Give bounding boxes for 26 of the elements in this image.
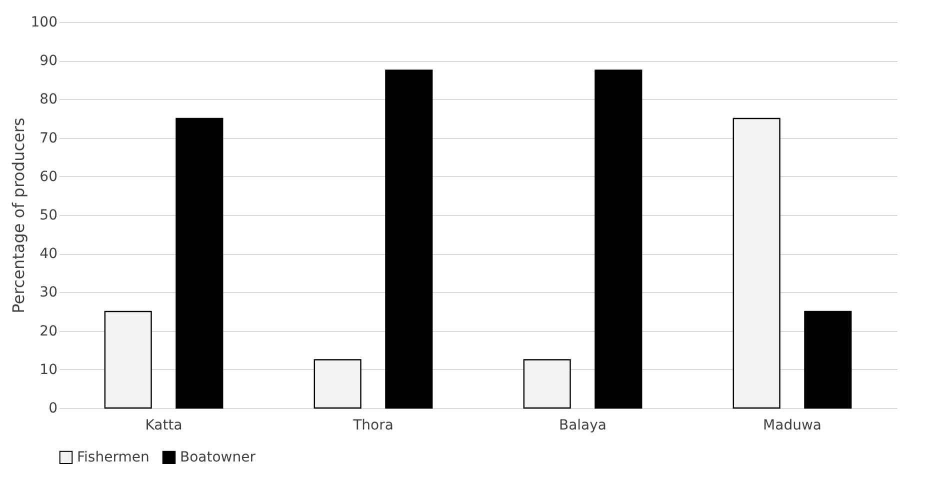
bar [523, 359, 571, 409]
y-tick-label: 0 [48, 400, 58, 416]
y-tick-label: 50 [40, 208, 58, 224]
y-tick-label: 60 [40, 168, 58, 185]
x-tick-label: Thora [352, 418, 394, 434]
y-tick-label: 80 [40, 92, 58, 108]
bar [385, 70, 433, 409]
x-tick-label: Balaya [558, 418, 607, 434]
y-axis-title: Percentage of producers [8, 118, 28, 314]
bar [594, 70, 642, 409]
y-tick-label: 40 [40, 246, 58, 262]
y-tick-label: 100 [30, 14, 58, 30]
bar [314, 359, 362, 409]
x-tick-label: Maduwa [763, 418, 822, 434]
y-tick-label: 20 [40, 323, 58, 340]
legend-label: Boatowner [180, 449, 256, 466]
bar [732, 118, 780, 409]
y-tick-label: 90 [40, 53, 58, 70]
x-tick-label: Katta [145, 418, 182, 434]
bar [176, 118, 224, 409]
y-tick-label: 30 [40, 284, 58, 301]
legend-label: Fishermen [77, 449, 150, 466]
y-tick-label: 70 [40, 130, 58, 146]
y-tick-label: 10 [40, 362, 58, 378]
bar [104, 310, 152, 409]
bar [804, 310, 852, 409]
